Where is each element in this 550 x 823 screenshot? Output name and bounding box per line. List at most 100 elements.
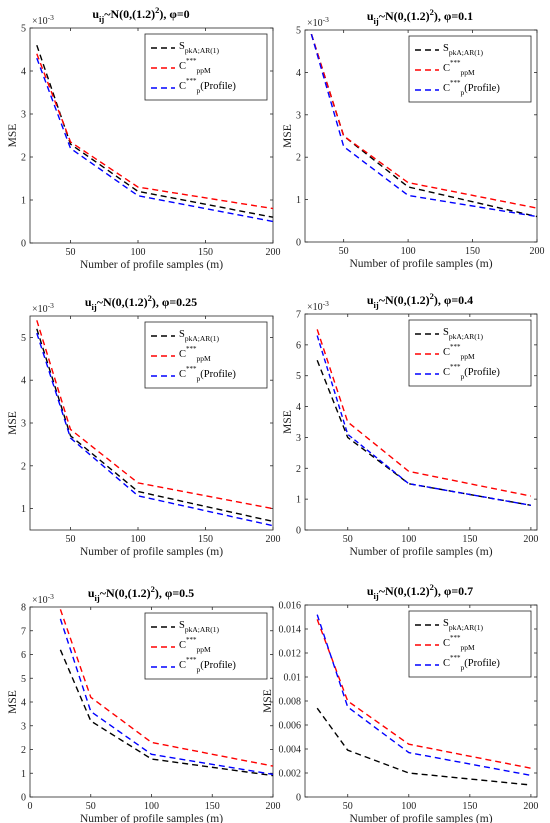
legend-subscript: ppM [197, 66, 212, 75]
y-axis-label: MSE [7, 124, 19, 148]
title-base: u [88, 586, 95, 600]
legend-label-3: C***p(Profile) [443, 79, 500, 97]
title-mid: ~N(0,(1.2) [379, 584, 430, 598]
x-tick-label: 150 [205, 801, 220, 812]
y-tick-label: 0.006 [279, 721, 302, 732]
axis-multiplier: ×10-3 [32, 592, 54, 606]
x-tick-label: 200 [530, 246, 545, 257]
legend-superscript: *** [450, 634, 461, 642]
legend-label-1: SpkA;AR(1) [443, 618, 484, 632]
series-line-1 [59, 649, 274, 777]
y-tick-label: 5 [21, 674, 26, 685]
y-tick-label: 4 [21, 376, 26, 387]
axis-multiplier: ×10-3 [32, 13, 54, 27]
y-tick-label: 0.012 [279, 649, 302, 660]
x-tick-label: 50 [339, 246, 349, 257]
legend-subscript: pkA;AR(1) [449, 623, 484, 632]
y-tick-label: 1 [21, 196, 26, 207]
y-tick-label: 3 [21, 110, 26, 121]
y-tick-label: 6 [296, 340, 301, 351]
x-tick-label: 150 [198, 534, 213, 545]
y-tick-label: 7 [21, 626, 26, 637]
title-subscript: ij [92, 302, 97, 312]
multiplier-exponent: -3 [48, 301, 54, 310]
chart-title: uij~N(0,(1.2)2), φ=0.5 [88, 584, 194, 603]
multiplier-base: ×10 [32, 595, 48, 606]
legend-subscript: ppM [197, 354, 212, 363]
legend-subscript: ppM [461, 352, 476, 361]
legend-suffix: (Profile) [464, 83, 500, 94]
legend-subscript: pkA;AR(1) [185, 46, 220, 55]
legend-base: C [443, 63, 450, 74]
series-line-2 [36, 53, 274, 210]
legend-label-2: C***ppM [179, 636, 211, 654]
x-tick-label: 100 [131, 247, 146, 258]
multiplier-base: ×10 [307, 302, 323, 313]
title-subscript: ij [374, 300, 379, 310]
axis-multiplier: ×10-3 [307, 15, 329, 29]
x-tick-label: 50 [66, 534, 76, 545]
legend-suffix: (Profile) [200, 369, 236, 380]
x-tick-label: 50 [66, 247, 76, 258]
axis-multiplier: ×10-3 [307, 299, 329, 313]
legend-base: S [443, 327, 449, 338]
legend-subscript: pkA;AR(1) [185, 625, 220, 634]
legend-base: C [443, 367, 450, 378]
legend-superscript: *** [186, 57, 197, 65]
x-tick-label: 150 [465, 246, 480, 257]
legend-suffix: (Profile) [464, 367, 500, 378]
series-line-3 [59, 618, 274, 776]
legend-superscript: *** [186, 77, 197, 85]
x-tick-label: 200 [523, 534, 538, 545]
title-base: u [92, 7, 99, 21]
y-tick-label: 8 [21, 603, 26, 614]
x-tick-label: 100 [144, 801, 159, 812]
plot-frame [29, 27, 274, 244]
title-subscript: ij [374, 591, 379, 601]
legend-base: C [179, 660, 186, 671]
plot-frame [304, 29, 538, 243]
x-axis-label: Number of profile samples (m) [349, 813, 492, 823]
legend-label-2: C***ppM [179, 345, 211, 363]
y-tick-label: 5 [21, 333, 26, 344]
legend-base: C [443, 658, 450, 669]
x-tick-label: 0 [28, 801, 33, 812]
legend-base: C [443, 638, 450, 649]
y-tick-label: 1 [296, 495, 301, 506]
title-superscript: 2 [430, 291, 434, 301]
x-tick-label: 100 [401, 801, 416, 812]
title-base: u [85, 295, 92, 309]
legend-base: S [179, 41, 185, 52]
x-tick-label: 150 [198, 247, 213, 258]
chart-title: uij~N(0,(1.2)2), φ=0.1 [367, 7, 473, 26]
x-tick-label: 200 [266, 534, 281, 545]
series-line-3 [36, 332, 274, 527]
legend-base: C [179, 369, 186, 380]
series-line-2 [59, 609, 274, 767]
y-tick-label: 6 [21, 650, 26, 661]
y-tick-label: 0 [296, 526, 301, 537]
y-tick-label: 0 [21, 239, 26, 250]
series-line-3 [310, 34, 538, 218]
y-tick-label: 1 [296, 195, 301, 206]
title-mid: ~N(0,(1.2) [379, 293, 430, 307]
legend-subscript: p [197, 86, 201, 95]
legend-superscript: *** [186, 636, 197, 644]
title-mid: ~N(0,(1.2) [379, 9, 430, 23]
y-axis-label: MSE [7, 411, 19, 435]
y-axis-label: MSE [282, 124, 294, 148]
multiplier-base: ×10 [307, 18, 323, 29]
y-tick-label: 3 [296, 433, 301, 444]
legend-base: C [179, 81, 186, 92]
y-tick-label: 0.014 [279, 625, 302, 636]
legend-label-2: C***ppM [443, 634, 475, 652]
y-tick-label: 0.01 [284, 673, 302, 684]
legend-base: C [179, 640, 186, 651]
title-superscript: 2 [155, 5, 159, 15]
legend-superscript: *** [450, 59, 461, 67]
x-tick-label: 200 [523, 801, 538, 812]
legend-base: C [443, 347, 450, 358]
legend-base: C [179, 349, 186, 360]
legend-base: C [443, 83, 450, 94]
y-tick-label: 5 [296, 371, 301, 382]
